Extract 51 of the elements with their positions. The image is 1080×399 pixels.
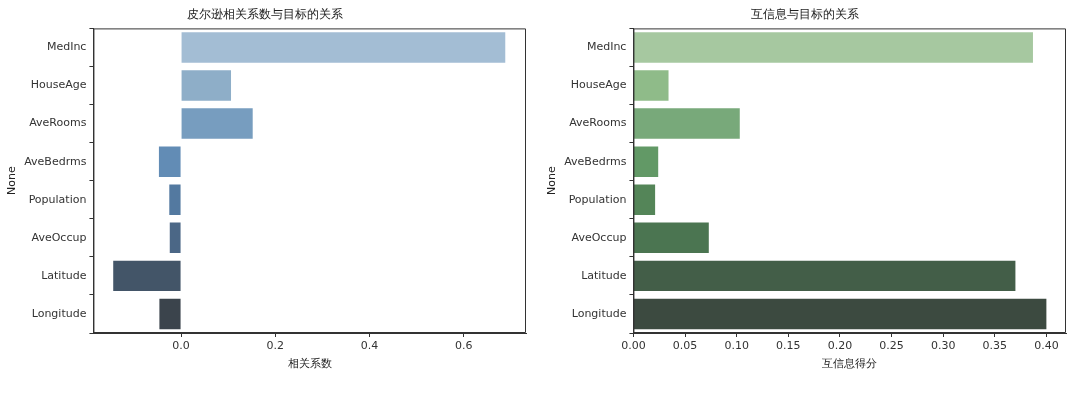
bar bbox=[633, 260, 1016, 292]
y-tick-label: Latitude bbox=[581, 268, 627, 282]
bar bbox=[169, 184, 181, 215]
y-tick-label: MedInc bbox=[586, 40, 627, 54]
x-tick-label: 0.00 bbox=[621, 339, 646, 353]
y-tick-label: AveBedrms bbox=[564, 154, 627, 168]
y-tick-label: Population bbox=[28, 192, 87, 206]
y-tick-label: AveBedrms bbox=[24, 154, 87, 168]
y-tick-label: Population bbox=[568, 192, 627, 206]
bar bbox=[633, 70, 669, 101]
y-tick-label: AveRooms bbox=[569, 116, 627, 130]
y-tick-label: AveOccup bbox=[571, 230, 627, 244]
bar bbox=[113, 260, 181, 292]
x-tick-label: 0.25 bbox=[879, 339, 904, 353]
x-tick-label: 0.20 bbox=[827, 339, 853, 353]
y-tick-label: HouseAge bbox=[30, 78, 87, 92]
y-tick-label: Latitude bbox=[41, 268, 87, 282]
bar bbox=[633, 32, 1033, 63]
x-tick-label: 0.05 bbox=[672, 339, 698, 353]
bar bbox=[633, 146, 659, 177]
bar bbox=[169, 222, 181, 254]
x-tick-label: 0.10 bbox=[724, 339, 749, 353]
x-tick-label: 0.40 bbox=[1034, 339, 1059, 353]
y-tick-label: MedInc bbox=[46, 40, 87, 54]
bar bbox=[633, 222, 709, 254]
bar bbox=[181, 70, 232, 101]
bar bbox=[158, 146, 181, 177]
y-tick-label: AveOccup bbox=[31, 230, 87, 244]
bar bbox=[633, 184, 656, 215]
y-axis-title: None bbox=[545, 166, 559, 196]
bar bbox=[633, 298, 1047, 330]
chart-title: 互信息与目标的关系 bbox=[751, 7, 859, 22]
x-tick-label: 0.4 bbox=[360, 339, 379, 353]
x-tick-label: 0.30 bbox=[930, 339, 956, 353]
x-tick-label: 0.0 bbox=[172, 339, 190, 353]
x-axis-title: 互信息得分 bbox=[822, 357, 878, 371]
y-tick-label: HouseAge bbox=[570, 78, 627, 92]
bar bbox=[181, 32, 506, 63]
y-tick-label: AveRooms bbox=[29, 116, 87, 130]
bar bbox=[159, 298, 181, 330]
bar bbox=[181, 108, 253, 139]
x-tick-label: 0.35 bbox=[982, 339, 1008, 353]
x-axis-title: 相关系数 bbox=[287, 357, 332, 371]
y-axis-title: None bbox=[5, 166, 19, 196]
y-tick-label: Longitude bbox=[571, 306, 627, 320]
x-tick-label: 0.6 bbox=[455, 339, 473, 353]
x-tick-label: 0.15 bbox=[776, 339, 801, 353]
bar bbox=[633, 108, 740, 139]
y-tick-label: Longitude bbox=[31, 306, 87, 320]
x-tick-label: 0.2 bbox=[266, 339, 285, 353]
chart-title: 皮尔逊相关系数与目标的关系 bbox=[187, 7, 343, 22]
